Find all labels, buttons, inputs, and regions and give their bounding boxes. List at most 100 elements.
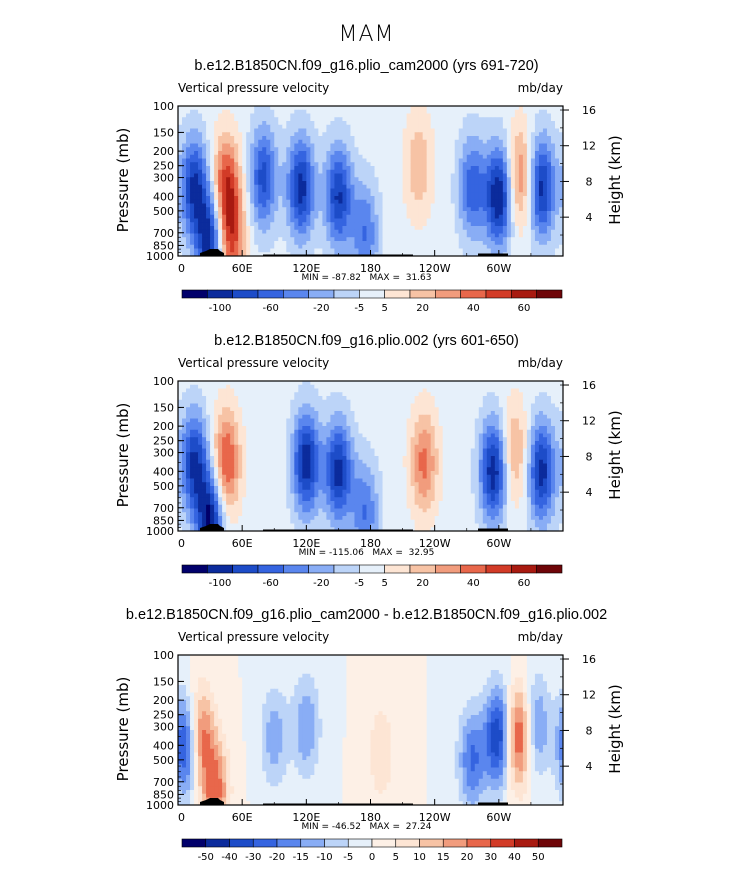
heatmap-cell xyxy=(354,203,359,208)
heatmap-cell xyxy=(290,177,295,182)
heatmap-cell xyxy=(518,381,524,386)
heatmap-cell xyxy=(426,207,432,212)
heatmap-cell xyxy=(190,113,195,118)
heatmap-cell xyxy=(326,132,331,137)
heatmap-cell xyxy=(222,403,227,408)
heatmap-cell xyxy=(418,403,424,408)
heatmap-cell xyxy=(542,124,548,129)
heatmap-cell xyxy=(246,248,251,253)
heatmap-cell xyxy=(254,109,259,114)
heatmap-cell xyxy=(354,132,359,137)
heatmap-cell xyxy=(466,132,472,137)
heatmap-cell xyxy=(230,128,235,133)
heatmap-cell xyxy=(266,109,271,114)
heatmap-cell xyxy=(422,241,428,246)
heatmap-cell xyxy=(310,117,315,122)
heatmap-cell xyxy=(314,117,319,122)
heatmap-cell xyxy=(190,184,195,189)
heatmap-cell xyxy=(442,196,448,201)
heatmap-cell xyxy=(366,169,371,174)
heatmap-cell xyxy=(506,177,512,182)
heatmap-cell xyxy=(510,244,516,249)
heatmap-cell xyxy=(390,211,395,216)
heatmap-cell xyxy=(514,418,520,423)
heatmap-cell xyxy=(270,407,275,412)
heatmap-cell xyxy=(414,181,420,186)
heatmap-cell xyxy=(250,241,255,246)
heatmap-cell xyxy=(538,418,544,423)
heatmap-cell xyxy=(226,241,231,246)
heatmap-cell xyxy=(426,128,432,133)
heatmap-cell xyxy=(310,106,315,111)
heatmap-cell xyxy=(470,211,476,216)
heatmap-cell xyxy=(222,166,227,171)
heatmap-cell xyxy=(218,407,223,412)
heatmap-cell xyxy=(418,407,424,412)
heatmap-cell xyxy=(454,407,460,412)
heatmap-cell xyxy=(366,418,371,423)
heatmap-cell xyxy=(242,109,247,114)
heatmap-cell xyxy=(438,184,444,189)
heatmap-cell xyxy=(426,169,432,174)
heatmap-cell xyxy=(338,184,343,189)
heatmap-cell xyxy=(206,158,211,163)
heatmap-cell xyxy=(326,188,331,193)
heatmap-cell xyxy=(362,384,367,389)
heatmap-cell xyxy=(202,241,207,246)
heatmap-cell xyxy=(198,381,203,386)
heatmap-cell xyxy=(190,117,195,122)
heatmap-cell xyxy=(550,384,556,389)
heatmap-cell xyxy=(418,147,424,152)
heatmap-cell xyxy=(226,214,231,219)
heatmap-cell xyxy=(290,128,295,133)
heatmap-cell xyxy=(214,207,219,212)
heatmap-cell xyxy=(394,411,399,416)
heatmap-cell xyxy=(430,192,436,197)
heatmap-cell xyxy=(294,184,299,189)
heatmap-cell xyxy=(366,203,371,208)
heatmap-cell xyxy=(182,109,187,114)
heatmap-cell xyxy=(370,188,375,193)
colorbar-label: -20 xyxy=(313,303,329,314)
heatmap-cell xyxy=(450,411,456,416)
heatmap-cell xyxy=(358,106,363,111)
heatmap-cell xyxy=(290,158,295,163)
heatmap-cell xyxy=(486,241,492,246)
heatmap-cell xyxy=(366,173,371,178)
heatmap-cell xyxy=(254,207,259,212)
heatmap-cell xyxy=(302,154,307,159)
heatmap-cell xyxy=(478,392,484,397)
heatmap-cell xyxy=(346,154,351,159)
heatmap-cell xyxy=(270,226,275,231)
heatmap-cell xyxy=(218,237,223,242)
heatmap-cell xyxy=(478,139,484,144)
heatmap-cell xyxy=(262,181,267,186)
heatmap-cell xyxy=(346,139,351,144)
heatmap-cell xyxy=(378,147,383,152)
heatmap-cell xyxy=(234,128,239,133)
heatmap-cell xyxy=(530,128,536,133)
heatmap-cell xyxy=(338,177,343,182)
heatmap-cell xyxy=(550,113,556,118)
heatmap-cell xyxy=(294,403,299,408)
heatmap-cell xyxy=(406,207,411,212)
heatmap-cell xyxy=(230,117,235,122)
heatmap-cell xyxy=(314,411,319,416)
heatmap-cell xyxy=(510,124,516,129)
heatmap-cell xyxy=(230,207,235,212)
heatmap-cell xyxy=(222,229,227,234)
heatmap-cell xyxy=(194,169,199,174)
heatmap-cell xyxy=(430,166,436,171)
heatmap-cell xyxy=(294,418,299,423)
heatmap-cell xyxy=(282,244,287,249)
heatmap-cell xyxy=(418,396,424,401)
heatmap-cell xyxy=(314,106,319,111)
heatmap-cell xyxy=(538,403,544,408)
heatmap-cell xyxy=(542,203,548,208)
heatmap-cell xyxy=(194,203,199,208)
heatmap-cell xyxy=(442,136,448,141)
heatmap-cell xyxy=(390,184,395,189)
heatmap-cell xyxy=(538,233,544,238)
heatmap-cell xyxy=(182,162,187,167)
heatmap-cell xyxy=(230,392,235,397)
